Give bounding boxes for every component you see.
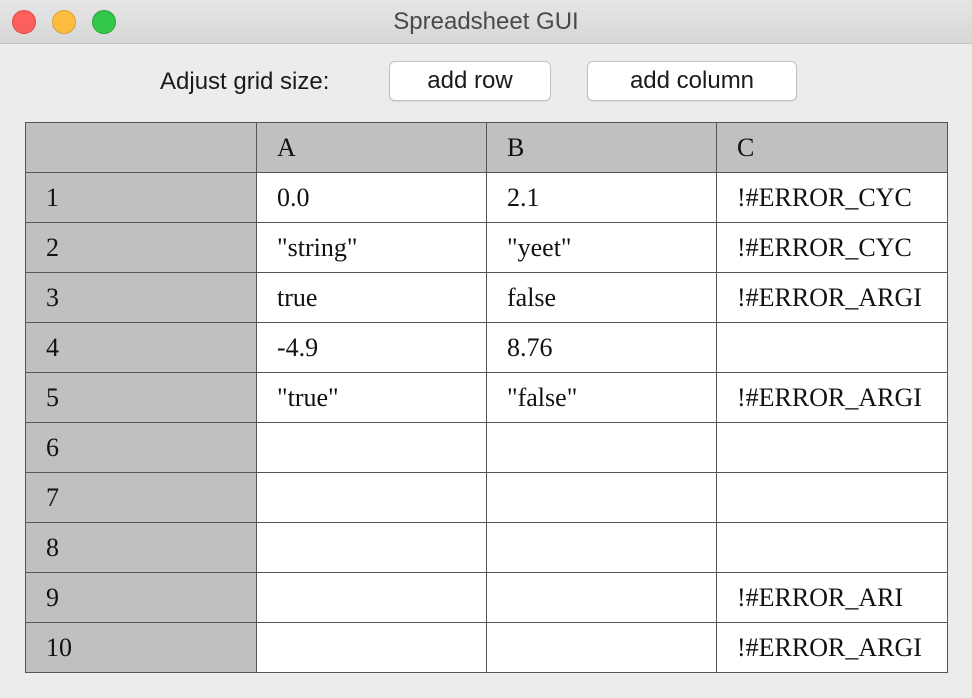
row-header[interactable]: 9 xyxy=(25,572,257,623)
grid-cell[interactable] xyxy=(716,472,948,523)
grid-cell[interactable] xyxy=(716,422,948,473)
column-header-b[interactable]: B xyxy=(486,122,717,173)
corner-cell xyxy=(25,122,257,173)
grid-cell[interactable]: !#ERROR_ARI xyxy=(716,572,948,623)
grid-cell[interactable] xyxy=(716,522,948,573)
table-row: 7 xyxy=(25,472,948,523)
row-header[interactable]: 1 xyxy=(25,172,257,223)
grid-cell[interactable] xyxy=(716,322,948,373)
close-window-icon[interactable] xyxy=(12,10,36,34)
grid-cell[interactable] xyxy=(256,572,487,623)
toolbar: Adjust grid size: add row add column xyxy=(0,60,972,102)
grid-cell[interactable]: !#ERROR_ARGI xyxy=(716,372,948,423)
grid-cell[interactable] xyxy=(486,622,717,673)
row-header[interactable]: 8 xyxy=(25,522,257,573)
grid-cell[interactable] xyxy=(486,422,717,473)
grid-cell[interactable] xyxy=(256,522,487,573)
grid-cell[interactable]: "true" xyxy=(256,372,487,423)
grid-cell[interactable] xyxy=(486,522,717,573)
table-row: 6 xyxy=(25,422,948,473)
table-row: 9 !#ERROR_ARI xyxy=(25,572,948,623)
row-header[interactable]: 5 xyxy=(25,372,257,423)
grid-cell[interactable]: false xyxy=(486,272,717,323)
adjust-grid-label: Adjust grid size: xyxy=(160,68,330,95)
table-row: 2 "string" "yeet" !#ERROR_CYC xyxy=(25,222,948,273)
grid-cell[interactable]: 8.76 xyxy=(486,322,717,373)
add-column-button[interactable]: add column xyxy=(587,61,797,101)
row-header[interactable]: 6 xyxy=(25,422,257,473)
grid-cell[interactable]: "yeet" xyxy=(486,222,717,273)
grid-cell[interactable]: 2.1 xyxy=(486,172,717,223)
grid-cell[interactable]: "false" xyxy=(486,372,717,423)
grid-cell[interactable] xyxy=(256,422,487,473)
table-row: 4 -4.9 8.76 xyxy=(25,322,948,373)
spreadsheet-grid: A B C 1 0.0 2.1 !#ERROR_CYC 2 "string" "yeet"!… xyxy=(25,122,948,673)
row-header[interactable]: 7 xyxy=(25,472,257,523)
grid-cell[interactable]: !#ERROR_ARGI xyxy=(716,622,948,673)
column-header-a[interactable]: A xyxy=(256,122,487,173)
table-row: 3 true false !#ERROR_ARGI xyxy=(25,272,948,323)
table-row: 5 "true" "false" !#ERROR_ARGI xyxy=(25,372,948,423)
header-row: A B C xyxy=(25,122,948,173)
grid-cell[interactable]: !#ERROR_CYC xyxy=(716,172,948,223)
grid-cell[interactable] xyxy=(486,572,717,623)
grid-cell[interactable]: -4.9 xyxy=(256,322,487,373)
add-row-button[interactable]: add row xyxy=(389,61,551,101)
row-header[interactable]: 4 xyxy=(25,322,257,373)
table-row: 8 xyxy=(25,522,948,573)
grid-cell[interactable]: !#ERROR_CYC xyxy=(716,222,948,273)
zoom-window-icon[interactable] xyxy=(92,10,116,34)
grid-cell[interactable] xyxy=(256,622,487,673)
row-header[interactable]: 3 xyxy=(25,272,257,323)
grid-cell[interactable]: "string" xyxy=(256,222,487,273)
title-bar[interactable]: Spreadsheet GUI xyxy=(0,0,972,44)
grid-cell[interactable]: !#ERROR_ARGI xyxy=(716,272,948,323)
grid-cell[interactable] xyxy=(486,472,717,523)
row-header[interactable]: 2 xyxy=(25,222,257,273)
row-header[interactable]: 10 xyxy=(25,622,257,673)
grid-cell[interactable] xyxy=(256,472,487,523)
column-header-c[interactable]: C xyxy=(716,122,948,173)
grid-cell[interactable]: 0.0 xyxy=(256,172,487,223)
table-row: 1 0.0 2.1 !#ERROR_CYC xyxy=(25,172,948,223)
minimize-window-icon[interactable] xyxy=(52,10,76,34)
table-row: 10 !#ERROR_ARGI xyxy=(25,622,948,673)
window-title: Spreadsheet GUI xyxy=(393,8,579,35)
grid-cell[interactable]: true xyxy=(256,272,487,323)
